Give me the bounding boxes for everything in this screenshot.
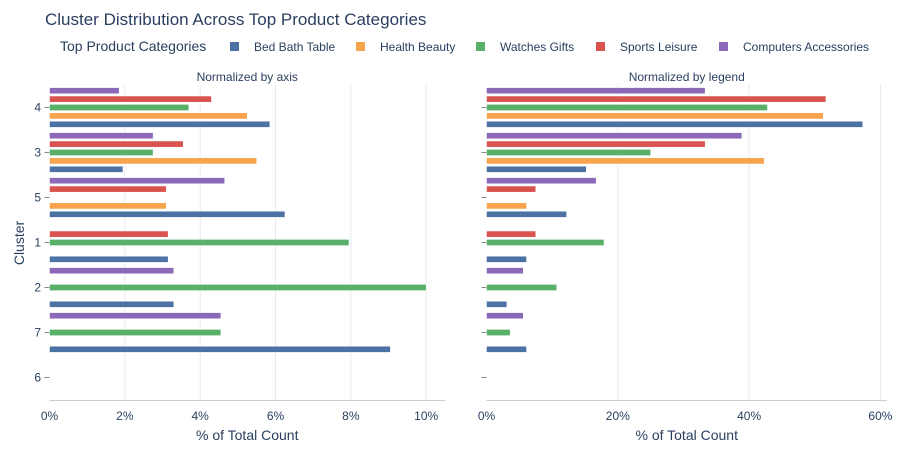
bar-cluster-4-computers-accessories[interactable] — [486, 87, 706, 95]
bar-cluster-5-bed-bath-table[interactable] — [486, 210, 567, 218]
bar-cluster-3-sports-leisure[interactable] — [486, 140, 706, 148]
bar-cluster-3-health-beauty[interactable] — [486, 157, 765, 165]
legend-label: Health Beauty — [380, 40, 455, 54]
bar-cluster-4-health-beauty[interactable] — [486, 112, 824, 120]
x-axis-title: % of Total Count — [196, 427, 299, 443]
bar-cluster-5-computers-accessories[interactable] — [486, 177, 597, 185]
legend-item-sports-leisure[interactable]: Sports Leisure — [596, 40, 698, 54]
bar-cluster-7-bed-bath-table[interactable] — [486, 345, 527, 353]
bar-cluster-1-watches-gifts[interactable] — [49, 239, 350, 246]
x-tick-label: 40% — [737, 409, 761, 423]
x-tick-label: 2% — [116, 409, 134, 423]
bar-cluster-7-bed-bath-table[interactable] — [49, 345, 391, 353]
bar-cluster-1-watches-gifts[interactable] — [486, 239, 605, 246]
bar-cluster-2-computers-accessories[interactable] — [49, 267, 175, 275]
bar-cluster-3-watches-gifts[interactable] — [486, 149, 651, 156]
bar-cluster-1-bed-bath-table[interactable] — [49, 255, 169, 263]
bar-cluster-5-health-beauty[interactable] — [49, 202, 167, 210]
panel-normalized-by-axis: Normalized by axis 0% 2% 4% 6% 8% 10% % of Tota… — [34, 70, 445, 443]
y-tick-label: 5 — [34, 191, 41, 205]
bar-cluster-5-sports-leisure[interactable] — [49, 185, 167, 193]
legend-item-health-beauty[interactable]: Health Beauty — [356, 40, 455, 54]
bar-cluster-1-bed-bath-table[interactable] — [486, 255, 527, 263]
bar-cluster-3-computers-accessories[interactable] — [49, 132, 154, 140]
x-tick-label: 0% — [478, 409, 496, 423]
bar-cluster-2-watches-gifts[interactable] — [486, 284, 558, 291]
bar-cluster-2-bed-bath-table[interactable] — [486, 300, 508, 308]
x-tick-label: 20% — [606, 409, 630, 423]
bar-cluster-2-bed-bath-table[interactable] — [49, 300, 175, 308]
panel-title: Normalized by legend — [629, 70, 745, 84]
bar-cluster-5-health-beauty[interactable] — [486, 202, 527, 210]
bar-cluster-4-watches-gifts[interactable] — [49, 104, 190, 111]
bar-cluster-2-watches-gifts[interactable] — [49, 284, 427, 291]
y-tick-label: 2 — [34, 281, 41, 295]
y-axis-title: Cluster — [11, 220, 27, 265]
x-axis-title: % of Total Count — [636, 427, 739, 443]
bar-cluster-2-computers-accessories[interactable] — [486, 267, 524, 275]
bar-cluster-7-computers-accessories[interactable] — [49, 312, 222, 320]
x-tick-label: 4% — [191, 409, 209, 423]
legend-label: Watches Gifts — [500, 40, 574, 54]
x-tick-label: 60% — [868, 409, 892, 423]
bar-cluster-3-computers-accessories[interactable] — [486, 132, 743, 140]
bar-cluster-4-bed-bath-table[interactable] — [486, 120, 863, 128]
bar-cluster-5-bed-bath-table[interactable] — [49, 210, 286, 218]
y-tick-label: 7 — [34, 326, 41, 340]
bar-cluster-4-sports-leisure[interactable] — [49, 95, 212, 103]
chart-title: Cluster Distribution Across Top Product … — [45, 10, 426, 29]
legend-item-watches-gifts[interactable]: Watches Gifts — [476, 40, 574, 54]
bar-cluster-7-watches-gifts[interactable] — [486, 329, 511, 336]
legend-swatch — [230, 42, 239, 51]
y-tick-label: 1 — [34, 236, 41, 250]
bar-cluster-4-watches-gifts[interactable] — [486, 104, 768, 111]
legend-label: Bed Bath Table — [254, 40, 336, 54]
bar-cluster-5-sports-leisure[interactable] — [486, 185, 536, 193]
bar-cluster-1-sports-leisure[interactable] — [49, 230, 169, 238]
bar-cluster-3-sports-leisure[interactable] — [49, 140, 184, 148]
bar-cluster-3-bed-bath-table[interactable] — [49, 165, 124, 173]
panel-normalized-by-legend: Normalized by legend 0% 20% 40% 60% % of Tota… — [478, 70, 893, 443]
x-tick-label: 0% — [41, 409, 59, 423]
bar-cluster-3-bed-bath-table[interactable] — [486, 165, 587, 173]
y-tick-label: 3 — [34, 146, 41, 160]
legend-label: Sports Leisure — [620, 40, 698, 54]
legend-swatch — [596, 42, 605, 51]
bar-cluster-3-health-beauty[interactable] — [49, 157, 257, 165]
legend-swatch — [476, 42, 485, 51]
legend-swatch — [356, 42, 365, 51]
bar-cluster-5-computers-accessories[interactable] — [49, 177, 225, 185]
x-tick-label: 10% — [414, 409, 438, 423]
legend-item-computers-accessories[interactable]: Computers Accessories — [719, 40, 869, 54]
legend-label: Computers Accessories — [743, 40, 869, 54]
x-tick-label: 8% — [342, 409, 360, 423]
panel-title: Normalized by axis — [197, 70, 298, 84]
legend-item-bed-bath-table[interactable]: Bed Bath Table — [230, 40, 336, 54]
bar-cluster-4-health-beauty[interactable] — [49, 112, 248, 120]
y-tick-label: 4 — [34, 101, 41, 115]
legend[interactable]: Bed Bath Table Health Beauty Watches Gifts… — [230, 40, 869, 54]
legend-swatch — [719, 42, 728, 51]
bar-cluster-1-sports-leisure[interactable] — [486, 230, 536, 238]
bar-cluster-4-bed-bath-table[interactable] — [49, 120, 271, 128]
y-tick-label: 6 — [34, 371, 41, 385]
bar-cluster-3-watches-gifts[interactable] — [49, 149, 154, 156]
x-tick-label: 6% — [267, 409, 285, 423]
bar-cluster-4-computers-accessories[interactable] — [49, 87, 120, 95]
bar-cluster-7-computers-accessories[interactable] — [486, 312, 524, 320]
bar-cluster-4-sports-leisure[interactable] — [486, 95, 827, 103]
bar-cluster-7-watches-gifts[interactable] — [49, 329, 222, 336]
legend-title: Top Product Categories — [60, 38, 206, 54]
